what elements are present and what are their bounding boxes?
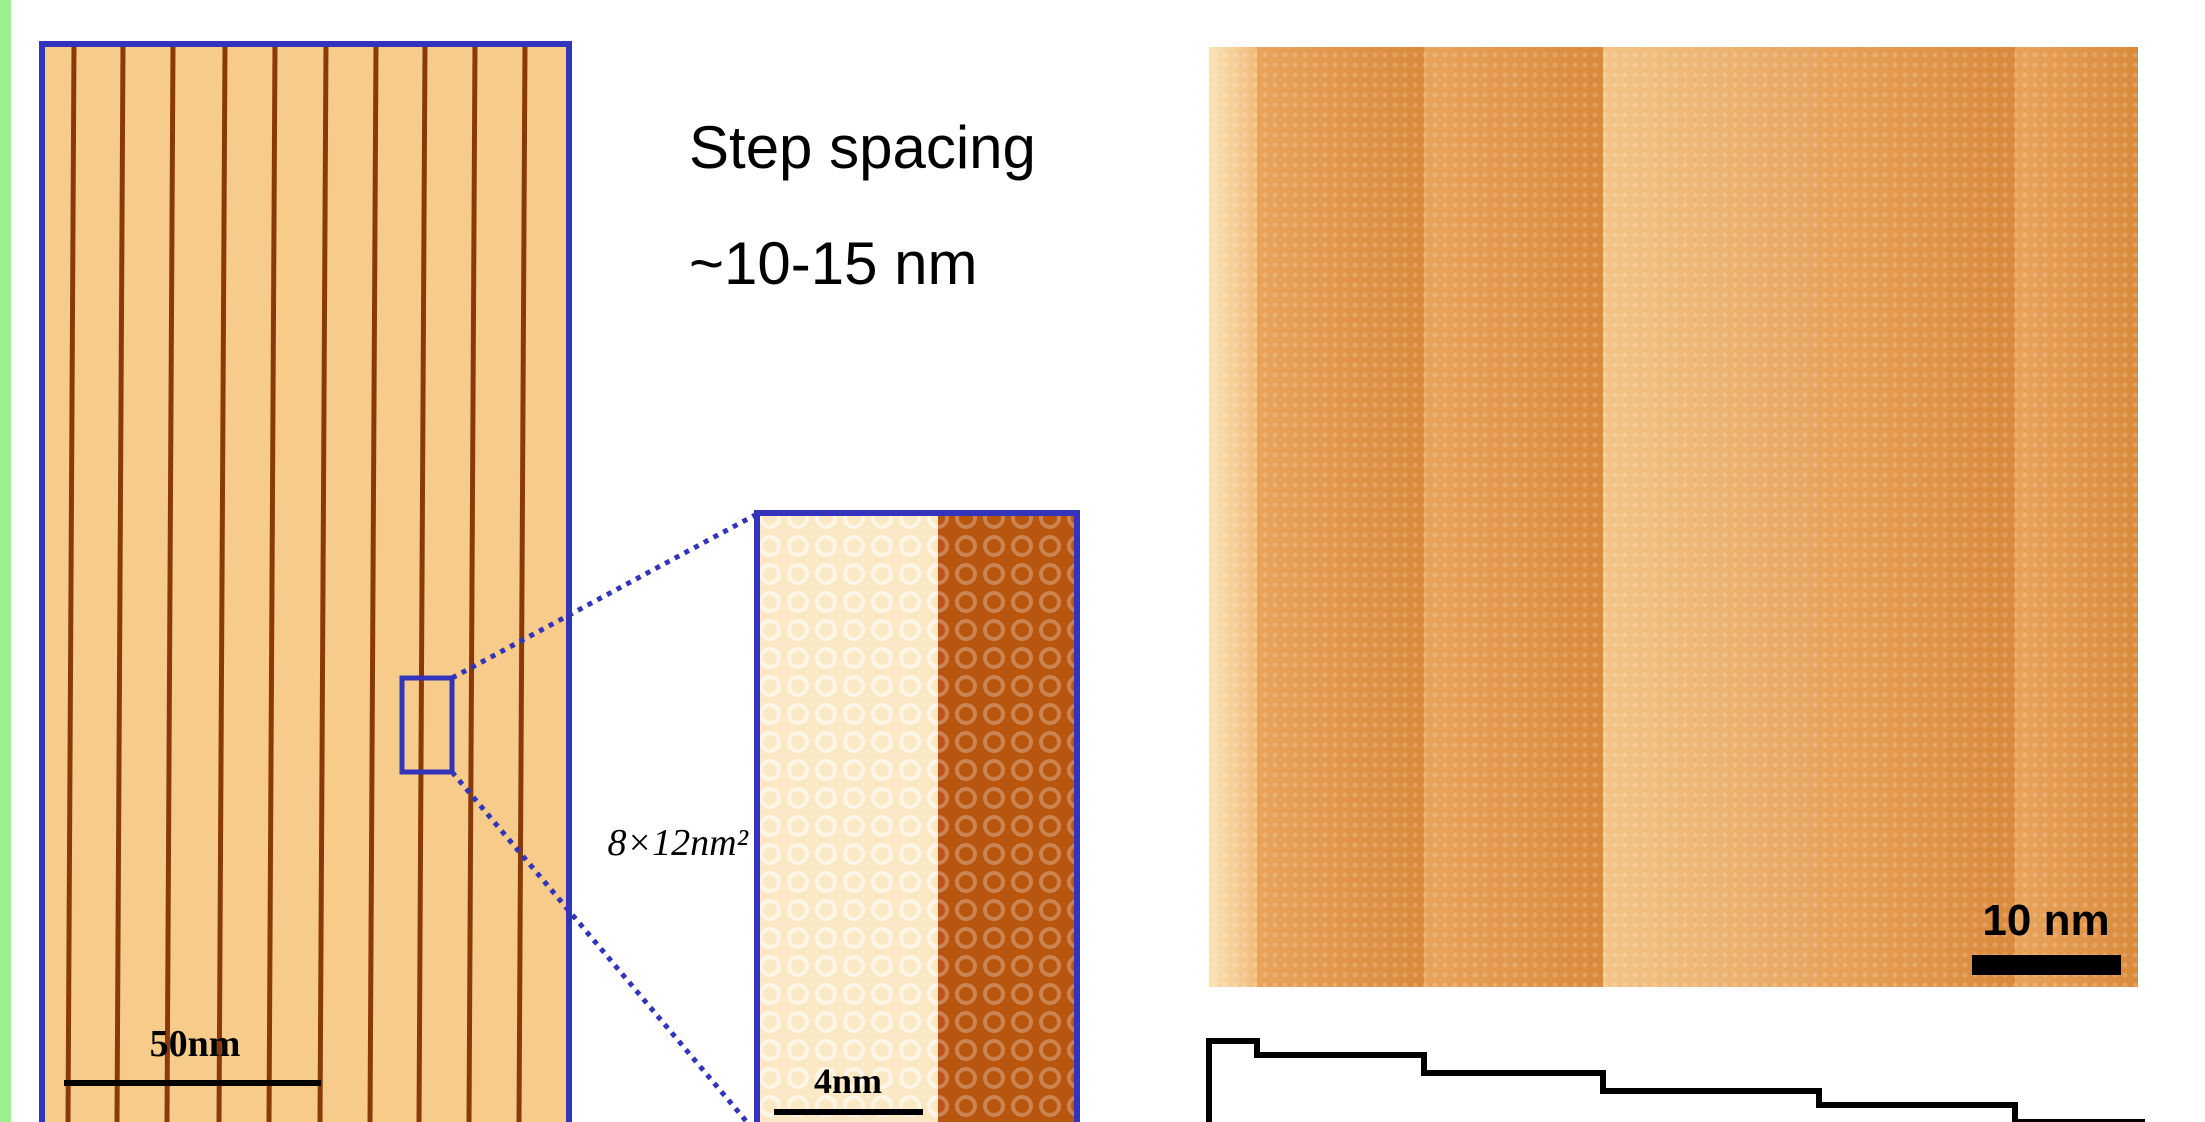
size-label: 8×12nm² — [608, 822, 749, 864]
overview-image: 50nm — [42, 44, 569, 1122]
scale-label: 4nm — [814, 1061, 882, 1101]
detail-image: 10 nm — [1209, 47, 2138, 987]
scale-label: 10 nm — [1982, 896, 2109, 945]
scale-label: 50nm — [150, 1023, 241, 1065]
heading: Step spacing — [689, 114, 1036, 181]
page: 50nm 4nm 8×12nm² Step spacing ~10-15 nm … — [0, 0, 2205, 1122]
step-range: ~10-15 nm — [689, 230, 978, 297]
height-profile — [1209, 1041, 2145, 1122]
slide: 50nm 4nm 8×12nm² Step spacing ~10-15 nm … — [0, 0, 2205, 1122]
side-bar — [0, 0, 11, 1122]
inset-image: 4nm — [757, 513, 1077, 1122]
